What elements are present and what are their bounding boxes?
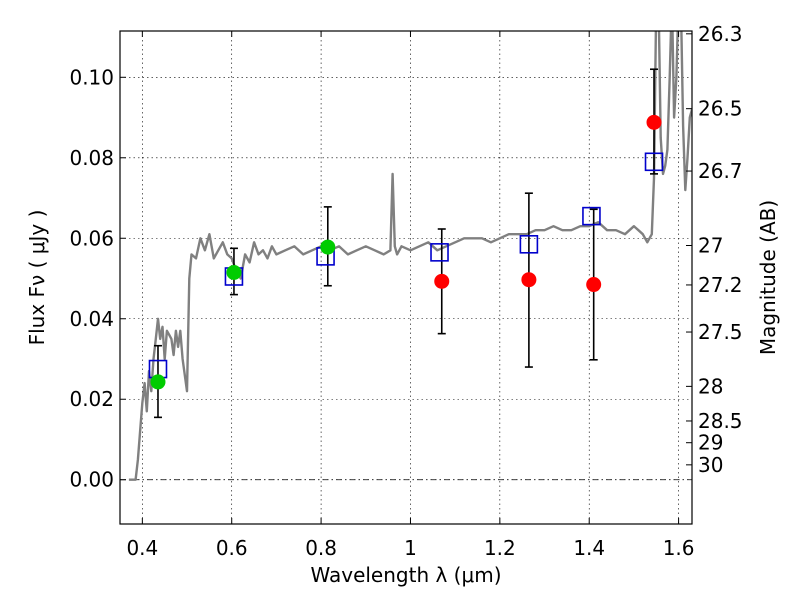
red-data-point bbox=[586, 277, 602, 293]
plot-frame bbox=[119, 30, 693, 525]
x-axis-title: Wavelength λ (μm) bbox=[310, 563, 501, 587]
y-tick-label: 0.08 bbox=[69, 146, 114, 170]
mag-tick-label: 27.5 bbox=[698, 320, 743, 344]
model-square-marker bbox=[519, 234, 539, 254]
tick-labels: 0.4 0.6 0.8 1 1.2 1.4 1.6 0.00 0.02 0.04 0.06 0.08 0… bbox=[69, 22, 742, 560]
y-axis-title: Flux Fν ( μJy ) bbox=[25, 210, 49, 346]
x-tick-label: 0.8 bbox=[305, 536, 337, 560]
mag-tick-label: 28.5 bbox=[698, 409, 743, 433]
mag-tick-label: 27.2 bbox=[698, 273, 743, 297]
mag-tick-label: 26.7 bbox=[698, 159, 743, 183]
red-data-point bbox=[434, 273, 450, 289]
model-square-marker bbox=[582, 206, 601, 226]
grid-lines bbox=[120, 31, 692, 524]
y-tick-label: 0.10 bbox=[69, 65, 114, 89]
mag-tick-label: 29 bbox=[698, 431, 723, 455]
x-tick-label: 1.2 bbox=[484, 536, 516, 560]
x-tick-label: 0.6 bbox=[216, 536, 248, 560]
y-tick-label: 0.00 bbox=[69, 468, 114, 492]
x-tick-label: 0.4 bbox=[126, 536, 158, 560]
x-tick-label: 1.6 bbox=[663, 536, 695, 560]
mag-tick-label: 28 bbox=[698, 374, 723, 398]
y-tick-label: 0.06 bbox=[69, 226, 114, 250]
error-bars bbox=[153, 68, 659, 419]
spectrum-line bbox=[128, 31, 692, 481]
mag-tick-label: 26.5 bbox=[698, 97, 743, 121]
green-data-point bbox=[150, 374, 166, 390]
axis-ticks bbox=[120, 31, 692, 524]
x-tick-label: 1.4 bbox=[573, 536, 605, 560]
green-data-point bbox=[320, 239, 336, 255]
green-data-point bbox=[226, 264, 242, 280]
model-square-marker bbox=[430, 243, 449, 262]
right-axis-title: Magnitude (AB) bbox=[756, 200, 780, 355]
y-tick-label: 0.04 bbox=[69, 307, 114, 331]
spectrum-curve bbox=[128, 31, 692, 481]
red-data-point bbox=[521, 272, 537, 288]
mag-tick-label: 27 bbox=[698, 234, 723, 258]
model-square-marker bbox=[644, 152, 664, 172]
mag-tick-label: 26.3 bbox=[698, 22, 743, 46]
x-tick-label: 1 bbox=[404, 536, 417, 560]
y-tick-label: 0.02 bbox=[69, 387, 114, 411]
data-markers bbox=[148, 114, 664, 390]
mag-tick-label: 30 bbox=[698, 453, 723, 477]
red-data-point bbox=[646, 114, 662, 130]
